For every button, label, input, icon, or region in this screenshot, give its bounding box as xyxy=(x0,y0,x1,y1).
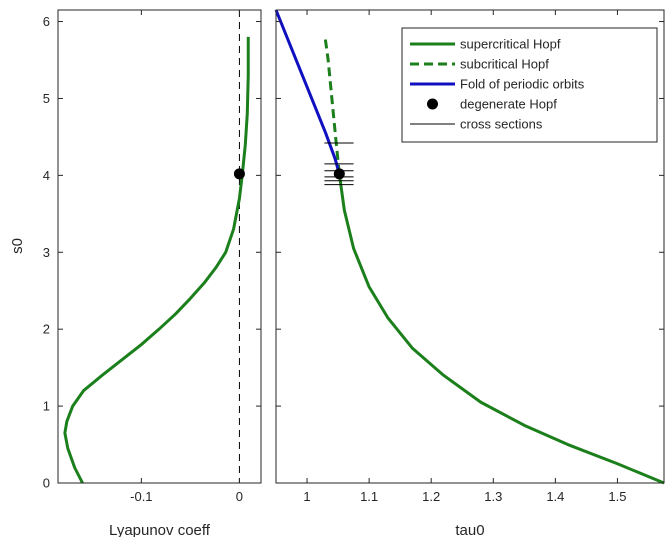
tau-x-tick-label: 1.4 xyxy=(546,489,564,504)
tau-series-degenerate-hopf-point xyxy=(333,168,345,180)
legend-label-fold: Fold of periodic orbits xyxy=(460,77,585,92)
tau-axes-box xyxy=(275,9,665,484)
tau-panel: 1 1.1 1.2 1.3 1.4 1.5 tau0 supercritical Hopf… xyxy=(274,9,665,537)
lyapunov-y-axis-label: s0 xyxy=(9,238,26,254)
legend-item-degenerate-hopf: degenerate Hopf xyxy=(427,97,557,112)
lyapunov-x-tick-label: 0 xyxy=(236,489,243,504)
legend-label-cross-sections: cross sections xyxy=(460,117,543,132)
lyapunov-series-layer xyxy=(63,10,250,484)
tau-series-supercritical-hopf-line xyxy=(337,173,665,485)
tau-series-layer xyxy=(274,9,665,485)
lyapunov-y-tick-label: 6 xyxy=(43,14,50,29)
lyapunov-y-tick-label: 1 xyxy=(43,399,50,414)
legend-item-subcritical-hopf: subcritical Hopf xyxy=(410,57,549,72)
tau-series-fold-of-periodic-orbits-line xyxy=(274,9,341,175)
lyapunov-y-tick-label: 2 xyxy=(43,322,50,337)
tau-x-tick-label: 1.1 xyxy=(360,489,378,504)
lyapunov-degenerate-hopf-point xyxy=(233,168,245,180)
tau-x-tick-label: 1.2 xyxy=(422,489,440,504)
legend-label-subcritical: subcritical Hopf xyxy=(460,57,549,72)
tau-x-axis-label: tau0 xyxy=(455,522,484,537)
legend-item-fold: Fold of periodic orbits xyxy=(410,77,585,92)
lyapunov-axes-box xyxy=(57,9,262,484)
legend-item-supercritical-hopf: supercritical Hopf xyxy=(410,37,561,52)
lyapunov-series-line-0-line xyxy=(63,36,250,484)
lyapunov-x-axis-label: Lyapunov coeff xyxy=(109,522,211,537)
tau-series-subcritical-hopf-line xyxy=(323,36,341,174)
tau-x-tick-label: 1.3 xyxy=(484,489,502,504)
lyapunov-y-tick-label: 0 xyxy=(43,476,50,491)
legend-swatch-degenerate-hopf xyxy=(427,98,438,110)
lyapunov-ticks-layer: -0.1 0 0 1 2 3 4 5 6 xyxy=(43,10,261,504)
legend: supercritical Hopf subcritical Hopf Fold… xyxy=(401,27,658,143)
tau-ticks-layer: 1 1.1 1.2 1.3 1.4 1.5 xyxy=(276,10,664,504)
legend-label-supercritical: supercritical Hopf xyxy=(460,37,561,52)
lyapunov-y-tick-label: 3 xyxy=(43,245,50,260)
tau-x-tick-label: 1.5 xyxy=(608,489,626,504)
lyapunov-y-tick-label: 5 xyxy=(43,91,50,106)
tau-x-tick-label: 1 xyxy=(303,489,310,504)
lyapunov-y-tick-label: 4 xyxy=(43,168,50,183)
legend-item-cross-sections: cross sections xyxy=(410,117,543,132)
legend-label-degenerate-hopf: degenerate Hopf xyxy=(460,97,557,112)
lyapunov-panel: -0.1 0 0 1 2 3 4 5 6 Lyapunov coeff s0 xyxy=(9,9,262,537)
lyapunov-x-tick-label: -0.1 xyxy=(130,489,152,504)
